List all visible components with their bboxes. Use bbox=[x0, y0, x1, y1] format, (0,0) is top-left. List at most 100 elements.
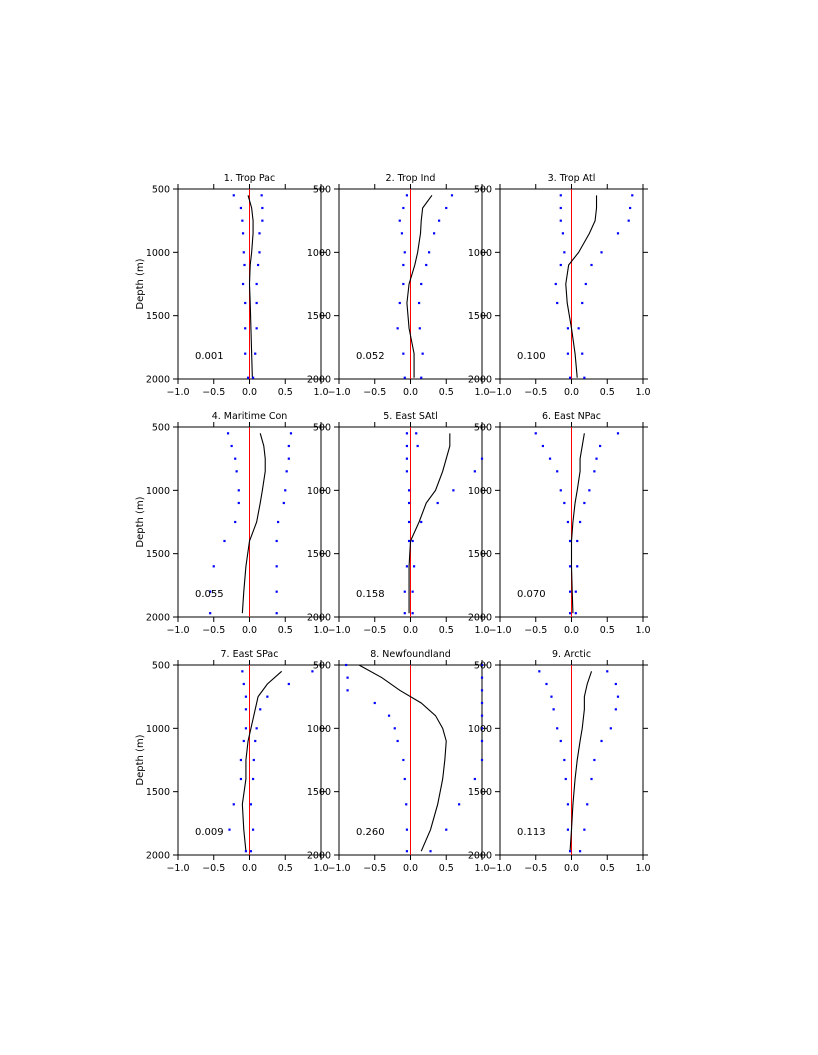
x-tick-label: 0.0 bbox=[564, 863, 579, 874]
x-tick-label: −0.5 bbox=[363, 387, 386, 398]
lower-bound-point bbox=[230, 444, 233, 448]
panel-title: 8. Newfoundland bbox=[370, 649, 451, 660]
x-tick-label: −1.0 bbox=[327, 625, 350, 636]
panel-title: 3. Trop Atl bbox=[548, 173, 596, 184]
panel-annotation: 0.113 bbox=[517, 827, 546, 838]
panel-9: 9. Arctic −1.0 −0.5 0.0 0.5 1.0 500 1000 1500 200… bbox=[468, 649, 651, 874]
y-tick-label: 2000 bbox=[146, 613, 170, 624]
y-tick-label: 2000 bbox=[307, 613, 331, 624]
lower-bound-point bbox=[244, 301, 247, 305]
lower-bound-point bbox=[209, 590, 212, 593]
x-tick-label: 0.0 bbox=[242, 625, 257, 636]
lower-bound-point bbox=[345, 663, 348, 667]
lower-bound-point bbox=[244, 727, 248, 730]
upper-bound-point bbox=[255, 727, 258, 730]
lower-bound-point bbox=[405, 457, 409, 460]
lower-bound-point bbox=[387, 714, 391, 717]
lower-bound-point bbox=[403, 590, 406, 593]
upper-bound-point bbox=[616, 695, 620, 698]
lower-bound-point bbox=[568, 850, 572, 853]
upper-bound-point bbox=[282, 501, 285, 505]
y-tick-label: 500 bbox=[152, 661, 170, 672]
upper-bound-point bbox=[590, 777, 593, 781]
lower-bound-point bbox=[559, 263, 562, 267]
lower-bound-point bbox=[554, 282, 557, 286]
x-tick-label: −1.0 bbox=[327, 387, 350, 398]
upper-bound-point bbox=[631, 194, 634, 197]
upper-bound-point bbox=[256, 263, 260, 267]
x-tick-label: 1.0 bbox=[635, 625, 650, 636]
lower-bound-point bbox=[405, 565, 409, 568]
lower-bound-point bbox=[407, 539, 411, 543]
lower-bound-point bbox=[559, 194, 562, 197]
panel-annotation: 0.070 bbox=[517, 589, 546, 600]
panel-1: 1. Trop Pac −1.0 −0.5 0.0 0.5 1.0 500 1000 1500 2… bbox=[135, 173, 329, 398]
lower-bound-point bbox=[568, 612, 572, 615]
upper-bound-point bbox=[411, 612, 414, 615]
upper-bound-point bbox=[452, 489, 455, 492]
x-tick-label: 0.5 bbox=[439, 625, 454, 636]
lower-bound-point bbox=[234, 457, 237, 460]
panel-title: 5. East SAtl bbox=[383, 411, 438, 422]
lower-bound-point bbox=[237, 489, 240, 492]
upper-bound-point bbox=[606, 670, 609, 673]
x-tick-label: 1.0 bbox=[313, 387, 328, 398]
panel-title: 2. Trop Ind bbox=[386, 173, 436, 184]
y-tick-label: 1500 bbox=[307, 549, 331, 560]
lower-bound-point bbox=[407, 520, 411, 524]
y-tick-label: 1500 bbox=[468, 549, 492, 560]
lower-bound-point bbox=[232, 194, 235, 197]
x-tick-label: 0.0 bbox=[564, 387, 579, 398]
x-tick-label: −0.5 bbox=[524, 625, 547, 636]
upper-bound-point bbox=[600, 739, 603, 743]
y-tick-label: 1500 bbox=[146, 549, 170, 560]
lower-bound-point bbox=[402, 206, 405, 210]
upper-bound-point bbox=[627, 219, 630, 222]
lower-bound-point bbox=[402, 282, 405, 286]
lower-bound-point bbox=[398, 219, 401, 222]
lower-bound-point bbox=[405, 470, 409, 473]
lower-bound-point bbox=[405, 850, 409, 853]
y-tick-label: 2000 bbox=[146, 851, 170, 862]
y-tick-label: 1000 bbox=[307, 248, 331, 259]
lower-bound-point bbox=[561, 232, 565, 235]
upper-bound-point bbox=[259, 708, 262, 711]
y-tick-label: 2000 bbox=[468, 613, 492, 624]
upper-bound-point bbox=[417, 301, 421, 305]
mean-profile-line bbox=[241, 670, 283, 852]
upper-bound-point bbox=[277, 520, 280, 524]
lower-bound-point bbox=[405, 803, 408, 806]
lower-bound-point bbox=[396, 327, 399, 330]
x-tick-label: 0.5 bbox=[600, 625, 615, 636]
y-tick-label: 500 bbox=[313, 661, 331, 672]
upper-bound-point bbox=[429, 850, 432, 853]
x-tick-label: 0.0 bbox=[564, 625, 579, 636]
lower-bound-point bbox=[346, 689, 349, 692]
lower-bound-point bbox=[402, 758, 405, 762]
x-tick-label: −1.0 bbox=[327, 863, 350, 874]
lower-bound-point bbox=[566, 352, 570, 355]
upper-bound-point bbox=[576, 565, 579, 568]
x-tick-label: −0.5 bbox=[363, 625, 386, 636]
upper-bound-point bbox=[438, 219, 441, 222]
upper-bound-point bbox=[480, 457, 484, 460]
lower-bound-point bbox=[548, 457, 552, 460]
upper-bound-point bbox=[412, 565, 416, 568]
y-tick-label: 2000 bbox=[468, 375, 492, 386]
x-tick-label: −0.5 bbox=[524, 863, 547, 874]
upper-bound-point bbox=[599, 444, 602, 448]
panel-title: 1. Trop Pac bbox=[224, 173, 275, 184]
lower-bound-point bbox=[556, 301, 559, 305]
y-tick-label: 1500 bbox=[307, 311, 331, 322]
mean-profile-line bbox=[570, 433, 585, 614]
x-tick-label: −0.5 bbox=[202, 387, 225, 398]
lower-bound-point bbox=[234, 520, 237, 524]
lower-bound-point bbox=[241, 232, 245, 235]
upper-bound-point bbox=[450, 194, 454, 197]
lower-bound-point bbox=[566, 520, 570, 524]
x-tick-label: −0.5 bbox=[202, 863, 225, 874]
upper-bound-point bbox=[287, 457, 290, 460]
upper-bound-point bbox=[415, 432, 418, 435]
x-tick-label: −0.5 bbox=[524, 387, 547, 398]
lower-bound-point bbox=[563, 758, 566, 762]
